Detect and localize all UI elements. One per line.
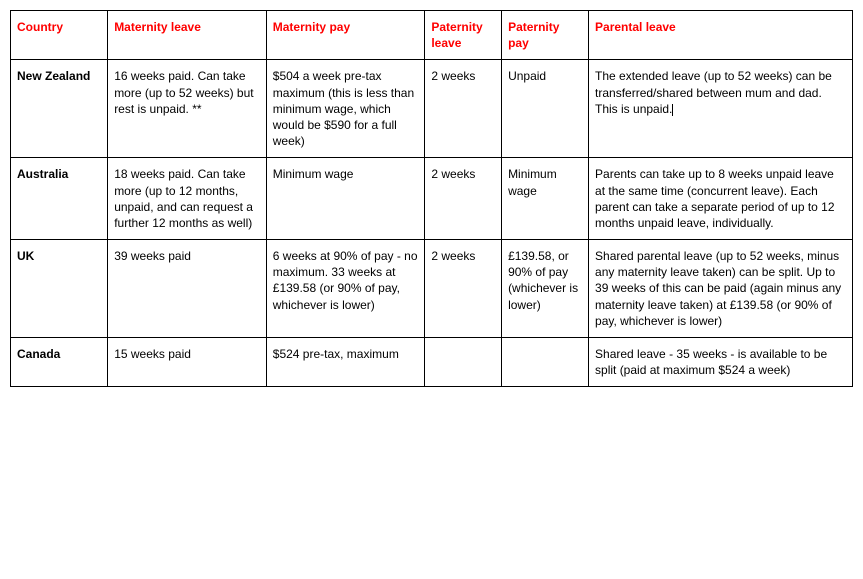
cell-patpay: Minimum wage bbox=[502, 158, 589, 240]
col-header-parleave: Parental leave bbox=[589, 11, 853, 60]
cell-matleave: 16 weeks paid. Can take more (up to 52 w… bbox=[108, 60, 267, 158]
cell-patleave: 2 weeks bbox=[425, 60, 502, 158]
table-row: Canada 15 weeks paid $524 pre-tax, maxim… bbox=[11, 338, 853, 387]
col-header-patleave: Paternity leave bbox=[425, 11, 502, 60]
col-header-matleave: Maternity leave bbox=[108, 11, 267, 60]
table-row: New Zealand 16 weeks paid. Can take more… bbox=[11, 60, 853, 158]
cell-matpay: Minimum wage bbox=[266, 158, 425, 240]
cell-parleave: The extended leave (up to 52 weeks) can … bbox=[589, 60, 853, 158]
header-row: Country Maternity leave Maternity pay Pa… bbox=[11, 11, 853, 60]
cell-country: UK bbox=[11, 240, 108, 338]
table-header: Country Maternity leave Maternity pay Pa… bbox=[11, 11, 853, 60]
cell-matpay: $504 a week pre-tax maximum (this is les… bbox=[266, 60, 425, 158]
cell-matpay: 6 weeks at 90% of pay - no maximum. 33 w… bbox=[266, 240, 425, 338]
col-header-patpay: Paternity pay bbox=[502, 11, 589, 60]
cell-patleave bbox=[425, 338, 502, 387]
cell-patpay bbox=[502, 338, 589, 387]
cell-matpay: $524 pre-tax, maximum bbox=[266, 338, 425, 387]
cell-matleave: 39 weeks paid bbox=[108, 240, 267, 338]
table-row: UK 39 weeks paid 6 weeks at 90% of pay -… bbox=[11, 240, 853, 338]
parental-leave-table: Country Maternity leave Maternity pay Pa… bbox=[10, 10, 853, 387]
cell-patpay: Unpaid bbox=[502, 60, 589, 158]
col-header-country: Country bbox=[11, 11, 108, 60]
cell-country: Australia bbox=[11, 158, 108, 240]
col-header-matpay: Maternity pay bbox=[266, 11, 425, 60]
cell-matleave: 18 weeks paid. Can take more (up to 12 m… bbox=[108, 158, 267, 240]
cell-country: Canada bbox=[11, 338, 108, 387]
cell-country: New Zealand bbox=[11, 60, 108, 158]
cell-parleave: Parents can take up to 8 weeks unpaid le… bbox=[589, 158, 853, 240]
cell-patleave: 2 weeks bbox=[425, 158, 502, 240]
table-body: New Zealand 16 weeks paid. Can take more… bbox=[11, 60, 853, 387]
cell-parleave: Shared parental leave (up to 52 weeks, m… bbox=[589, 240, 853, 338]
cell-parleave: Shared leave - 35 weeks - is available t… bbox=[589, 338, 853, 387]
cell-patpay: £139.58, or 90% of pay (whichever is low… bbox=[502, 240, 589, 338]
table-row: Australia 18 weeks paid. Can take more (… bbox=[11, 158, 853, 240]
text-cursor-icon bbox=[672, 104, 673, 116]
cell-patleave: 2 weeks bbox=[425, 240, 502, 338]
cell-matleave: 15 weeks paid bbox=[108, 338, 267, 387]
cell-parleave-text: The extended leave (up to 52 weeks) can … bbox=[595, 69, 832, 115]
